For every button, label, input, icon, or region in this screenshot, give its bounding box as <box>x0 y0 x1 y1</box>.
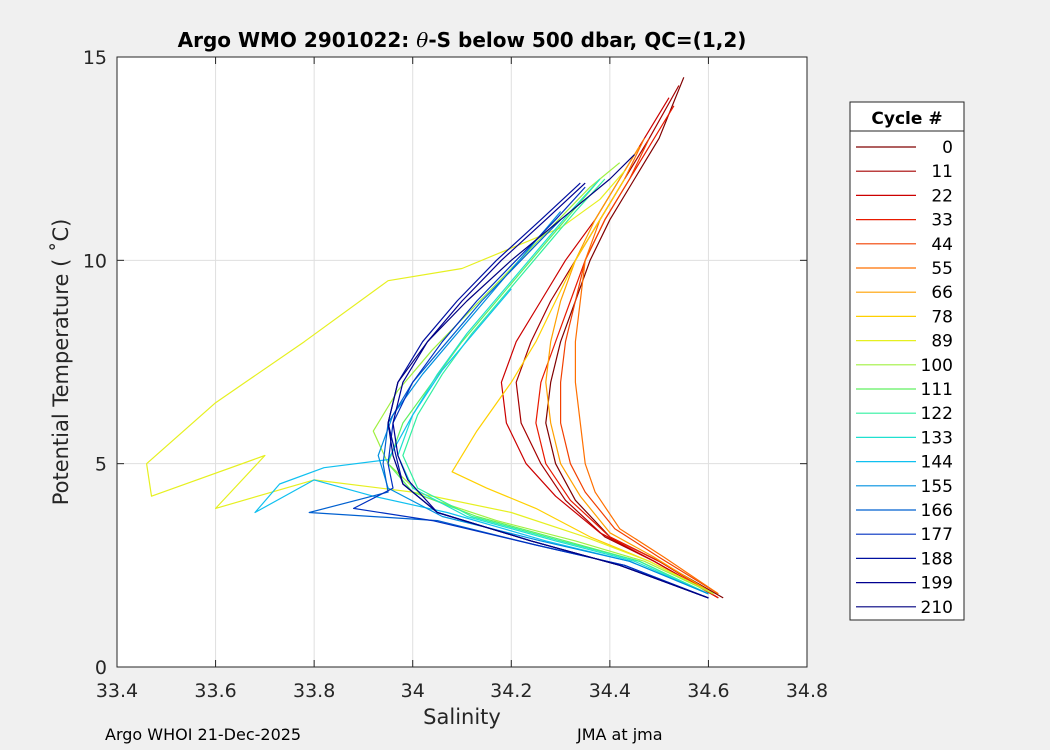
legend-title: Cycle # <box>871 109 942 129</box>
axes-background <box>117 57 807 667</box>
legend-label: 33 <box>931 211 953 231</box>
legend-label: 155 <box>921 477 953 497</box>
legend-label: 133 <box>921 428 953 448</box>
profile-line-cycle-144 <box>254 288 709 595</box>
profile-line-cycle-89 <box>146 170 714 595</box>
profile-line-cycle-66 <box>545 146 714 595</box>
profile-line-cycle-111 <box>387 178 709 595</box>
series-group <box>146 77 724 599</box>
legend-label: 44 <box>931 235 953 255</box>
legend-label: 22 <box>931 186 953 206</box>
y-tick-label: 0 <box>95 657 107 679</box>
legend-label: 55 <box>931 259 953 279</box>
profile-line-cycle-155 <box>377 211 709 595</box>
x-tick-label: 33.8 <box>293 680 335 702</box>
y-axis-label: Potential Temperature ( ˚C) <box>49 219 73 506</box>
profile-line-cycle-44 <box>559 138 719 595</box>
chart-title-theta: θ <box>416 28 428 52</box>
chart-title-prefix: Argo WMO 2901022: <box>178 28 417 52</box>
legend-label: 144 <box>921 453 953 473</box>
legend-entries: 0 11 22 33 44 55 66 78 89 100 111 122 133 144 155 166 17… <box>856 138 953 618</box>
x-tick-label: 34.2 <box>490 680 532 702</box>
profile-line-cycle-78 <box>451 178 714 595</box>
legend-label: 89 <box>931 332 953 352</box>
profile-line-cycle-100 <box>372 162 714 595</box>
legend: Cycle # 0 11 22 33 44 55 66 78 89 100 111 122 133 144… <box>849 101 965 621</box>
ticks: 33.4 33.6 33.8 34 34.2 34.4 34.6 34.8 0 5 10 15 <box>83 47 828 702</box>
x-tick-label: 33.6 <box>194 680 236 702</box>
y-tick-label: 15 <box>83 47 107 69</box>
legend-label: 66 <box>931 283 953 303</box>
profile-line-cycle-177 <box>353 186 709 599</box>
profile-line-cycle-122 <box>402 178 709 595</box>
footer-right: JMA at jma <box>577 725 663 744</box>
chart-title-suffix: -S below 500 dbar, QC=(1,2) <box>428 28 746 52</box>
legend-label: 100 <box>921 356 953 376</box>
legend-label: 122 <box>921 404 953 424</box>
axes-box <box>116 56 808 668</box>
legend-label: 11 <box>931 162 953 182</box>
legend-label: 177 <box>921 525 953 545</box>
y-tick-label: 10 <box>83 250 107 272</box>
profile-line-cycle-210 <box>387 154 709 599</box>
x-tick-label: 34 <box>401 680 425 702</box>
legend-label: 0 <box>942 138 953 158</box>
x-tick-label: 33.4 <box>96 680 138 702</box>
x-tick-label: 34.6 <box>687 680 729 702</box>
x-axis-label: Salinity <box>423 705 501 729</box>
x-tick-label: 34.8 <box>786 680 828 702</box>
chart-title: Argo WMO 2901022: θ-S below 500 dbar, QC… <box>178 28 747 52</box>
legend-label: 210 <box>921 598 953 618</box>
legend-label: 166 <box>921 501 953 521</box>
legend-label: 78 <box>931 307 953 327</box>
y-tick-label: 5 <box>95 454 107 476</box>
legend-label: 111 <box>921 380 953 400</box>
footer-left: Argo WHOI 21-Dec-2025 <box>105 725 302 744</box>
x-tick-label: 34.4 <box>589 680 631 702</box>
legend-label: 188 <box>921 549 953 569</box>
legend-label: 199 <box>921 574 953 594</box>
